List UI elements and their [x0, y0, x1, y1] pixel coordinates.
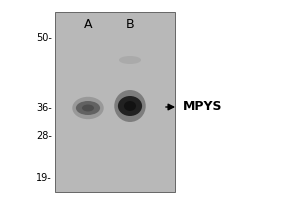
Text: A: A [84, 18, 92, 31]
Text: B: B [126, 18, 134, 31]
Bar [55, 12, 175, 192]
Ellipse shape [119, 56, 141, 64]
Ellipse shape [72, 97, 104, 119]
Ellipse shape [118, 96, 142, 116]
Text: 50-: 50- [36, 33, 52, 43]
Text: 28-: 28- [36, 131, 52, 141]
Text: 36-: 36- [36, 103, 52, 113]
Ellipse shape [114, 90, 146, 122]
Text: MPYS: MPYS [183, 100, 223, 114]
Text: 19-: 19- [36, 173, 52, 183]
Ellipse shape [76, 101, 100, 115]
Ellipse shape [124, 101, 136, 111]
Ellipse shape [82, 104, 94, 112]
